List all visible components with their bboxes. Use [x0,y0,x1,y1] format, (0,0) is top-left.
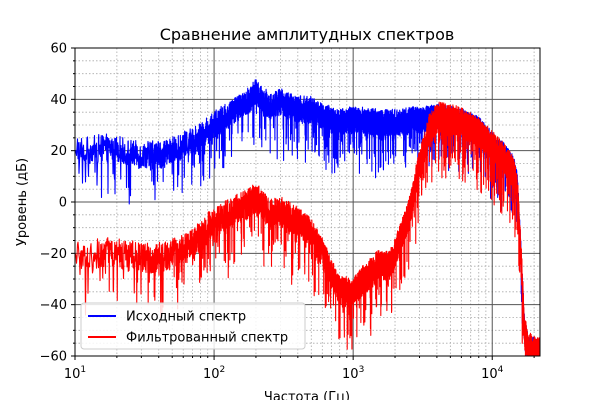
legend-label: Фильтрованный спектр [126,331,288,346]
x-tick-label: 102 [203,365,225,382]
x-tick-label: 103 [342,365,364,382]
x-axis-label: Частота (Гц) [264,390,350,400]
x-axis-ticks: 101 102 103 104 [64,356,535,382]
x-tick-label: 101 [64,365,86,382]
series-line-2 [75,101,540,356]
y-tick-label: 20 [50,144,67,159]
y-axis-ticks: −60 −40 −20 0 20 40 60 [40,42,75,365]
legend-box [80,302,306,350]
chart-title: Сравнение амплитудных спектров [160,25,455,44]
y-tick-label: −20 [40,247,67,262]
y-tick-label: 0 [59,196,67,211]
y-tick-label: 40 [50,93,67,108]
y-axis-label: Уровень (дБ) [15,158,30,246]
legend-label: Исходный спектр [126,310,246,325]
y-tick-label: 60 [50,42,67,57]
x-tick-label: 104 [481,365,504,382]
legend: Исходный спектр Фильтрованный спектр [80,302,306,350]
y-tick-label: −40 [40,298,67,313]
y-tick-label: −60 [40,350,67,365]
